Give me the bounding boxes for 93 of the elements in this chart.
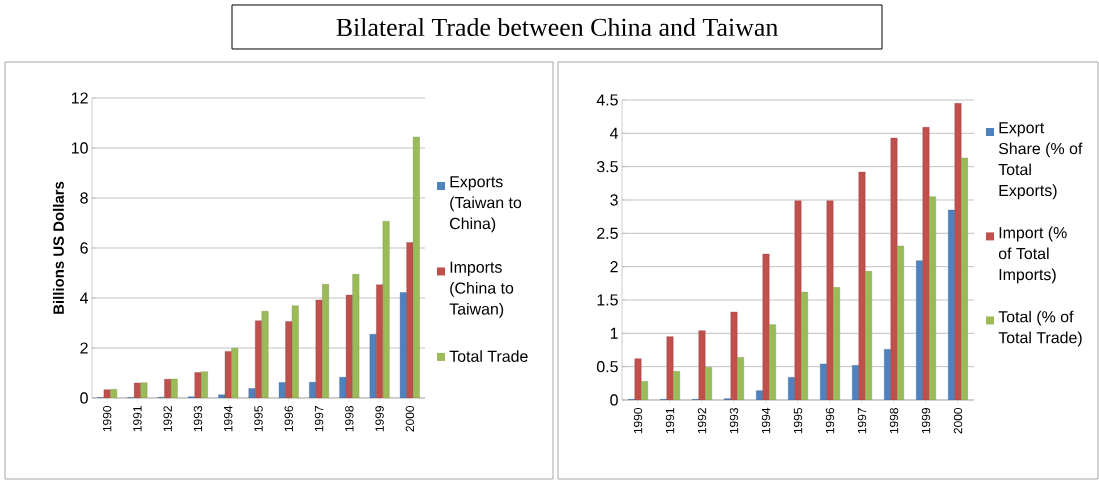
y-axis-title: Billions US Dollars bbox=[52, 181, 64, 314]
bar bbox=[322, 284, 329, 398]
y-tick-label: 4 bbox=[79, 292, 89, 304]
bar bbox=[170, 378, 178, 398]
bar bbox=[248, 388, 256, 398]
bar bbox=[826, 200, 834, 400]
x-tick-label: 1991 bbox=[665, 408, 675, 434]
bar bbox=[865, 271, 872, 400]
bar bbox=[291, 305, 299, 398]
bar bbox=[922, 127, 930, 400]
bar bbox=[201, 371, 208, 398]
x-tick-label: 1990 bbox=[633, 407, 643, 434]
x-tick-label: 1990 bbox=[102, 405, 112, 432]
y-tick-label: 3.5 bbox=[596, 161, 618, 173]
bar bbox=[801, 291, 808, 400]
bar bbox=[833, 287, 840, 400]
y-tick-label: 0.5 bbox=[596, 361, 618, 373]
bar bbox=[261, 311, 269, 398]
x-tick-label: 1994 bbox=[224, 405, 233, 432]
x-tick-label: 1996 bbox=[825, 408, 835, 434]
x-tick-label: 1995 bbox=[254, 406, 263, 432]
y-tick-label: 2.5 bbox=[597, 227, 618, 239]
bar bbox=[231, 348, 239, 398]
x-tick-label: 1997 bbox=[314, 406, 324, 432]
bar bbox=[140, 382, 148, 398]
bar bbox=[961, 157, 968, 400]
bar bbox=[278, 382, 286, 398]
bar bbox=[897, 245, 904, 400]
x-tick-label: 2000 bbox=[953, 407, 963, 434]
bar bbox=[218, 394, 226, 398]
bar bbox=[756, 390, 763, 400]
y-tick-label: 6 bbox=[80, 242, 88, 254]
bar bbox=[673, 371, 680, 400]
legend-label: Export Share (% of Total Exports) bbox=[998, 122, 1083, 200]
y-tick-label: 10 bbox=[71, 142, 88, 154]
y-tick-label: 0 bbox=[80, 392, 88, 404]
bar bbox=[110, 389, 118, 398]
bar bbox=[194, 372, 202, 398]
bar bbox=[224, 351, 232, 398]
x-tick-label: 1993 bbox=[193, 406, 203, 432]
x-tick-label: 1999 bbox=[921, 408, 931, 434]
y-tick-label: 12 bbox=[71, 92, 88, 104]
bar bbox=[369, 334, 377, 398]
bar bbox=[666, 336, 674, 400]
y-tick-label: 3 bbox=[610, 194, 618, 206]
bar bbox=[929, 196, 936, 400]
bar bbox=[634, 358, 642, 400]
legend-label: Total (% of Total Trade) bbox=[998, 310, 1082, 347]
y-tick-label: 2 bbox=[610, 261, 618, 273]
bar bbox=[705, 367, 712, 400]
x-tick-label: 1998 bbox=[345, 406, 354, 432]
bar bbox=[345, 294, 353, 398]
bar bbox=[103, 389, 111, 398]
x-tick-label: 1999 bbox=[375, 406, 384, 432]
y-tick-label: 4.5 bbox=[596, 94, 618, 106]
y-tick-label: 8 bbox=[80, 192, 88, 204]
bar bbox=[382, 221, 390, 398]
x-tick-label: 1995 bbox=[793, 408, 803, 434]
y-tick-label: 0 bbox=[610, 394, 618, 406]
legend-label: Exports (Taiwan to China) bbox=[450, 176, 522, 233]
x-tick-label: 1998 bbox=[889, 408, 899, 434]
legend-label: Total Trade bbox=[449, 350, 528, 362]
bar bbox=[730, 311, 738, 400]
bar bbox=[890, 137, 898, 400]
bar bbox=[820, 363, 827, 400]
bar bbox=[737, 357, 744, 400]
y-tick-label: 1.5 bbox=[597, 294, 618, 306]
y-tick-label: 1 bbox=[610, 327, 618, 339]
bar bbox=[315, 299, 323, 398]
x-tick-label: 1993 bbox=[729, 408, 739, 434]
legend-label: Imports (China to Taiwan) bbox=[449, 261, 514, 318]
x-tick-label: 1997 bbox=[857, 408, 867, 434]
bar bbox=[794, 200, 802, 400]
bar bbox=[641, 381, 648, 400]
bar bbox=[769, 324, 776, 400]
x-tick-label: 2000 bbox=[405, 405, 415, 432]
x-tick-label: 1992 bbox=[163, 406, 172, 432]
bar bbox=[399, 292, 407, 398]
bar bbox=[412, 136, 420, 398]
x-tick-label: 1991 bbox=[133, 406, 142, 432]
x-tick-label: 1996 bbox=[284, 406, 294, 432]
y-tick-label: 4 bbox=[609, 127, 619, 139]
y-tick-label: 2 bbox=[80, 342, 88, 354]
bar bbox=[352, 274, 360, 398]
x-tick-label: 1992 bbox=[697, 408, 707, 434]
bar bbox=[134, 382, 141, 398]
text: Bilateral Trade between China and Taiwan bbox=[336, 17, 778, 37]
bar bbox=[858, 171, 866, 400]
legend-label: Import (% of Total Imports) bbox=[998, 226, 1067, 284]
bar bbox=[762, 253, 770, 400]
x-tick-label: 1994 bbox=[761, 407, 771, 434]
bar bbox=[954, 103, 962, 400]
bar bbox=[698, 330, 706, 400]
